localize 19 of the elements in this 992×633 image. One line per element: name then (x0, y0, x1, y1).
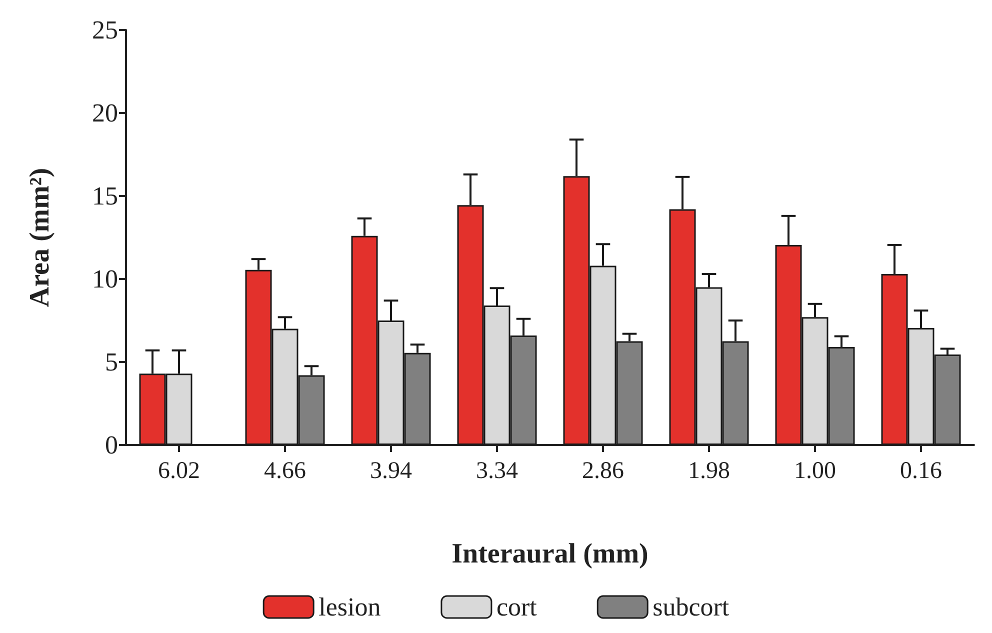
legend-label: subcort (652, 592, 730, 622)
y-tick-label: 5 (105, 348, 118, 376)
x-axis-title: Interaural (mm) (452, 538, 648, 570)
y-tick-label: 15 (92, 182, 118, 210)
x-tick-label: 1.98 (688, 458, 730, 484)
x-tick-label: 3.94 (370, 458, 412, 484)
legend-label: lesion (318, 592, 381, 622)
y-axis-title: Area (mm²) (24, 168, 56, 308)
x-tick-label: 2.86 (582, 458, 624, 484)
x-tick-label: 0.16 (900, 458, 942, 484)
y-tick-label: 20 (92, 98, 118, 128)
y-tick-label: 0 (105, 430, 118, 460)
x-tick-label: 4.66 (264, 458, 306, 484)
y-tick-label: 10 (92, 264, 118, 294)
x-tick-label: 1.00 (794, 458, 836, 484)
x-tick-label: 3.34 (476, 458, 518, 484)
y-tick-label: 25 (92, 16, 118, 44)
legend-label: cort (496, 592, 538, 622)
x-tick-label: 6.02 (158, 458, 200, 484)
